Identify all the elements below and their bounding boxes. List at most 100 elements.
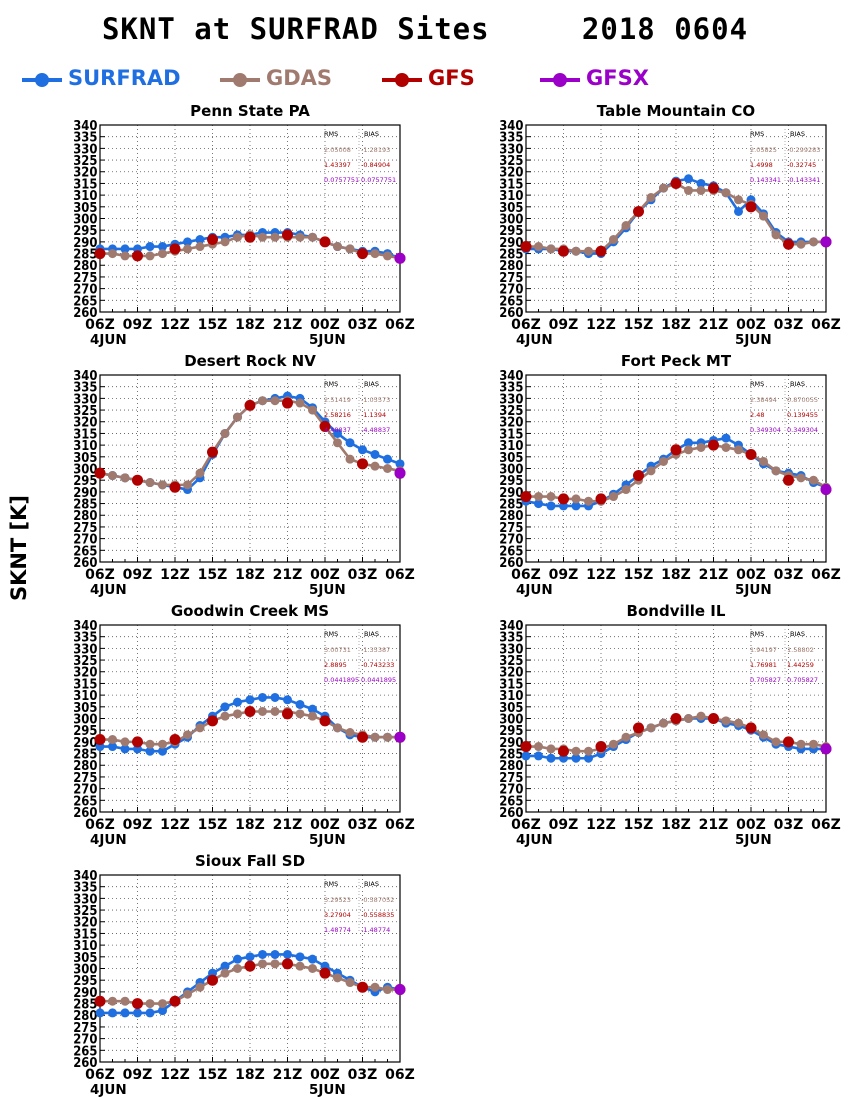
- x-tick-label: 03Z: [774, 317, 804, 333]
- x-tick-label: 03Z: [774, 817, 804, 833]
- plot-frame: [99, 874, 401, 1063]
- point-gfs: [745, 722, 757, 734]
- x-tick-label: 00Z: [310, 817, 340, 833]
- stats-rms-gfsx: 4.48837: [324, 426, 351, 434]
- y-tick-label: 320: [73, 664, 97, 680]
- y-tick-label: 270: [499, 281, 523, 297]
- series-gfsx: [394, 731, 406, 743]
- point-surfrad: [734, 206, 743, 216]
- y-tick-label: 340: [73, 367, 97, 383]
- point-gdas: [108, 471, 117, 481]
- point-gdas: [345, 728, 355, 738]
- point-gfs: [708, 439, 719, 451]
- point-gdas: [233, 709, 242, 719]
- x-tick-label: 06Z: [385, 317, 415, 333]
- stats-rms-gfs: 2.58216: [324, 411, 351, 419]
- series-gfs: [520, 713, 832, 757]
- series-line-gdas: [99, 399, 401, 487]
- legend-label-gfs: GFS: [428, 66, 475, 90]
- x-tick-label: 18Z: [235, 1067, 265, 1083]
- point-gdas: [771, 230, 781, 240]
- y-tick-label: 265: [499, 792, 523, 808]
- point-gdas: [270, 959, 280, 969]
- stats-bias-gdas: 1.58802: [787, 646, 814, 654]
- point-surfrad: [158, 746, 167, 756]
- series-gfs: [94, 229, 406, 264]
- stats-bias-gdas: -1.28193: [361, 146, 390, 154]
- x-tick-label: 21Z: [273, 567, 303, 583]
- y-tick-label: 320: [499, 664, 523, 680]
- point-gfs: [244, 705, 256, 717]
- y-tick-label: 325: [499, 652, 523, 668]
- y-tick-label: 305: [73, 699, 97, 715]
- stats-header-bias: BIAS: [364, 380, 379, 388]
- stats-table: RMS BIAS 1.94197 1.58802 1.76981 1.44259 0.705…: [750, 629, 818, 684]
- y-tick-label: 325: [499, 152, 523, 168]
- stats-header-rms: RMS: [750, 380, 764, 388]
- stats-rms-gdas: 3.29523: [324, 896, 351, 904]
- point-gfs: [319, 420, 331, 432]
- point-gfs: [357, 731, 368, 743]
- legend: SURFRAD GDAS GFS GFSX: [20, 66, 840, 96]
- point-gfsx: [394, 731, 406, 743]
- point-gdas: [571, 746, 581, 756]
- point-gdas: [120, 737, 130, 747]
- point-surfrad: [158, 242, 167, 252]
- point-gdas: [584, 746, 593, 756]
- chart-title: Sioux Fall SD: [195, 852, 305, 870]
- point-gdas: [571, 246, 581, 256]
- stats-bias-gdas: -0.299283: [787, 146, 820, 154]
- point-gdas: [370, 732, 380, 742]
- point-gfs: [745, 201, 757, 213]
- y-tick-label: 335: [73, 629, 97, 645]
- y-tick-label: 300: [73, 961, 97, 977]
- point-gdas: [659, 718, 668, 728]
- point-gfs: [319, 236, 331, 248]
- x-tick-label: 21Z: [273, 1067, 303, 1083]
- point-gdas: [721, 716, 731, 726]
- point-gdas: [195, 982, 205, 992]
- point-gfsx: [820, 484, 832, 496]
- point-gfs: [357, 981, 368, 993]
- point-surfrad: [233, 697, 242, 707]
- point-gdas: [809, 739, 818, 749]
- legend-label-surfrad: SURFRAD: [68, 66, 181, 90]
- x-tick-label: 12Z: [160, 317, 190, 333]
- y-tick-label: 295: [499, 222, 523, 238]
- y-tick-label: 260: [499, 304, 523, 320]
- y-tick-label: 335: [73, 129, 97, 145]
- y-tick-label: 300: [73, 711, 97, 727]
- date-label: 4JUN: [90, 582, 127, 598]
- stats-header-bias: BIAS: [364, 880, 379, 888]
- point-gdas: [270, 706, 280, 716]
- y-tick-label: 305: [73, 449, 97, 465]
- point-gdas: [145, 739, 155, 749]
- stats-header-bias: BIAS: [790, 630, 805, 638]
- x-tick-label: 06Z: [85, 317, 115, 333]
- point-gfs: [783, 238, 794, 250]
- point-surfrad: [684, 174, 693, 184]
- series-gfsx: [394, 984, 406, 996]
- x-tick-label: 09Z: [549, 817, 579, 833]
- stats-bias-gfs: 1.44259: [787, 661, 814, 669]
- point-gdas: [696, 711, 706, 721]
- stats-bias-gfsx: -1.48774: [361, 926, 390, 934]
- y-tick-label: 280: [499, 507, 523, 523]
- y-tick-label: 315: [499, 176, 523, 192]
- point-surfrad: [395, 459, 405, 469]
- point-surfrad: [295, 699, 305, 709]
- point-gdas: [383, 732, 392, 742]
- stats-header-rms: RMS: [324, 880, 338, 888]
- x-tick-label: 06Z: [811, 567, 841, 583]
- y-tick-label: 295: [499, 472, 523, 488]
- y-tick-label: 325: [73, 402, 97, 418]
- point-gdas: [233, 412, 242, 422]
- stats-table: RMS BIAS 2.51419 -1.05573 2.58216 -1.1394 4.48…: [324, 379, 390, 434]
- x-tick-label: 06Z: [511, 817, 541, 833]
- point-gdas: [120, 251, 130, 261]
- stats-header-bias: BIAS: [364, 630, 379, 638]
- point-surfrad: [534, 499, 543, 509]
- y-tick-label: 330: [73, 391, 97, 407]
- point-gfs: [282, 229, 293, 241]
